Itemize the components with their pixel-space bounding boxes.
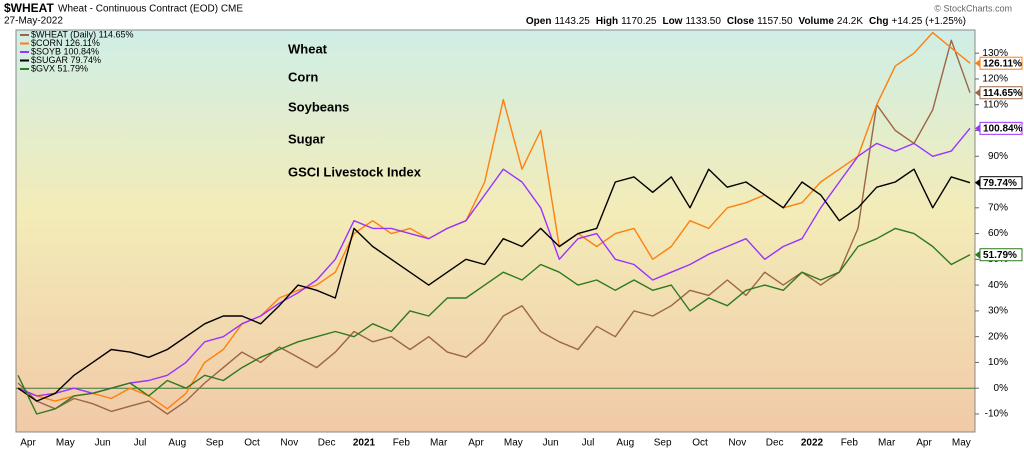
y-tick-label: 110%: [983, 99, 1008, 110]
chart-date: 27-May-2022: [4, 16, 63, 27]
quote-label: Chg: [869, 16, 888, 27]
plot-area: [15, 29, 976, 433]
chart-title: $WHEAT: [4, 1, 54, 15]
y-tick-label: 90%: [988, 151, 1008, 162]
x-tick-label: Mar: [878, 438, 896, 449]
end-label: 100.84%: [983, 123, 1023, 134]
end-label: 126.11%: [983, 58, 1022, 69]
annotation: Wheat: [288, 41, 328, 56]
x-tick-label: 2022: [801, 438, 824, 449]
end-pointer: [975, 59, 980, 68]
x-tick-label: Aug: [616, 438, 634, 449]
end-label: 51.79%: [983, 250, 1017, 261]
quote-label: Volume: [799, 16, 835, 27]
x-tick-label: Sep: [654, 438, 672, 449]
annotation: GSCI Livestock Index: [288, 164, 422, 179]
x-tick-label: Nov: [728, 438, 746, 449]
y-tick-label: 60%: [988, 228, 1008, 239]
legend-label: $SOYB 100.84%: [31, 46, 99, 56]
annotation: Sugar: [288, 131, 325, 146]
end-label-box: [979, 56, 1023, 70]
x-tick-label: Mar: [430, 438, 448, 449]
series-line: [17, 127, 971, 397]
y-tick-label: 0%: [994, 383, 1009, 394]
y-tick-label: -10%: [985, 409, 1008, 420]
quote-label: Low: [662, 16, 682, 27]
end-pointer: [975, 250, 980, 259]
y-tick-label: 70%: [988, 202, 1008, 213]
legend-label: $GVX 51.79%: [31, 63, 88, 73]
y-tick-label: 30%: [988, 306, 1008, 317]
credit: © StockCharts.com: [934, 3, 1012, 13]
y-tick-label: 20%: [988, 331, 1008, 342]
quote-value: 1143.25: [554, 16, 590, 27]
end-label-box: [979, 86, 1023, 100]
quote-label: Close: [727, 16, 755, 27]
end-label-box: [979, 248, 1023, 262]
x-tick-label: Aug: [168, 438, 186, 449]
end-label: 79.74%: [983, 178, 1017, 189]
quote-label: High: [596, 16, 618, 27]
quote-value: 24.2K: [837, 16, 863, 27]
x-tick-label: Dec: [766, 438, 784, 449]
x-tick-label: May: [952, 438, 971, 449]
x-tick-label: Feb: [841, 438, 859, 449]
series-line: [17, 168, 971, 402]
end-pointer: [975, 178, 980, 187]
x-tick-label: Feb: [393, 438, 411, 449]
x-tick-label: Sep: [206, 438, 224, 449]
x-tick-label: Apr: [916, 438, 932, 449]
quote-value: +14.25 (+1.25%): [892, 16, 967, 27]
quote-line: Open 1143.25 High 1170.25 Low 1133.50 Close 115…: [526, 16, 966, 27]
quote-label: Open: [526, 16, 552, 27]
x-tick-label: May: [56, 438, 75, 449]
end-label: 114.65%: [983, 88, 1022, 99]
y-tick-label: 10%: [988, 357, 1008, 368]
x-tick-label: Oct: [692, 438, 708, 449]
x-tick-label: Jul: [134, 438, 147, 449]
quote-value: 1170.25: [621, 16, 657, 27]
y-tick-label: 120%: [982, 74, 1008, 85]
x-tick-label: Jun: [95, 438, 111, 449]
legend-label: $CORN 126.11%: [31, 38, 100, 48]
legend-label: $WHEAT (Daily) 114.65%: [31, 29, 134, 39]
end-label-box: [979, 176, 1023, 190]
x-tick-label: Jul: [582, 438, 595, 449]
end-label-box: [979, 121, 1023, 135]
x-tick-label: May: [504, 438, 523, 449]
x-tick-label: Dec: [318, 438, 336, 449]
x-tick-label: Nov: [280, 438, 298, 449]
end-pointer: [975, 124, 980, 133]
x-tick-label: 2021: [353, 438, 376, 449]
series-line: [17, 31, 971, 410]
legend-label: $SUGAR 79.74%: [31, 55, 101, 65]
x-tick-label: Oct: [244, 438, 260, 449]
quote-value: 1133.50: [685, 16, 721, 27]
y-tick-label: 130%: [982, 48, 1008, 59]
end-pointer: [975, 88, 980, 97]
x-tick-label: Apr: [468, 438, 484, 449]
chart-subtitle: Wheat - Continuous Contract (EOD) CME: [58, 4, 243, 15]
series-line: [17, 39, 971, 415]
y-tick-label: 40%: [988, 280, 1008, 291]
annotation: Soybeans: [288, 99, 349, 114]
annotation: Corn: [288, 69, 318, 84]
x-tick-label: Apr: [20, 438, 36, 449]
quote-value: 1157.50: [757, 16, 793, 27]
series-line: [17, 227, 971, 415]
x-tick-label: Jun: [543, 438, 559, 449]
